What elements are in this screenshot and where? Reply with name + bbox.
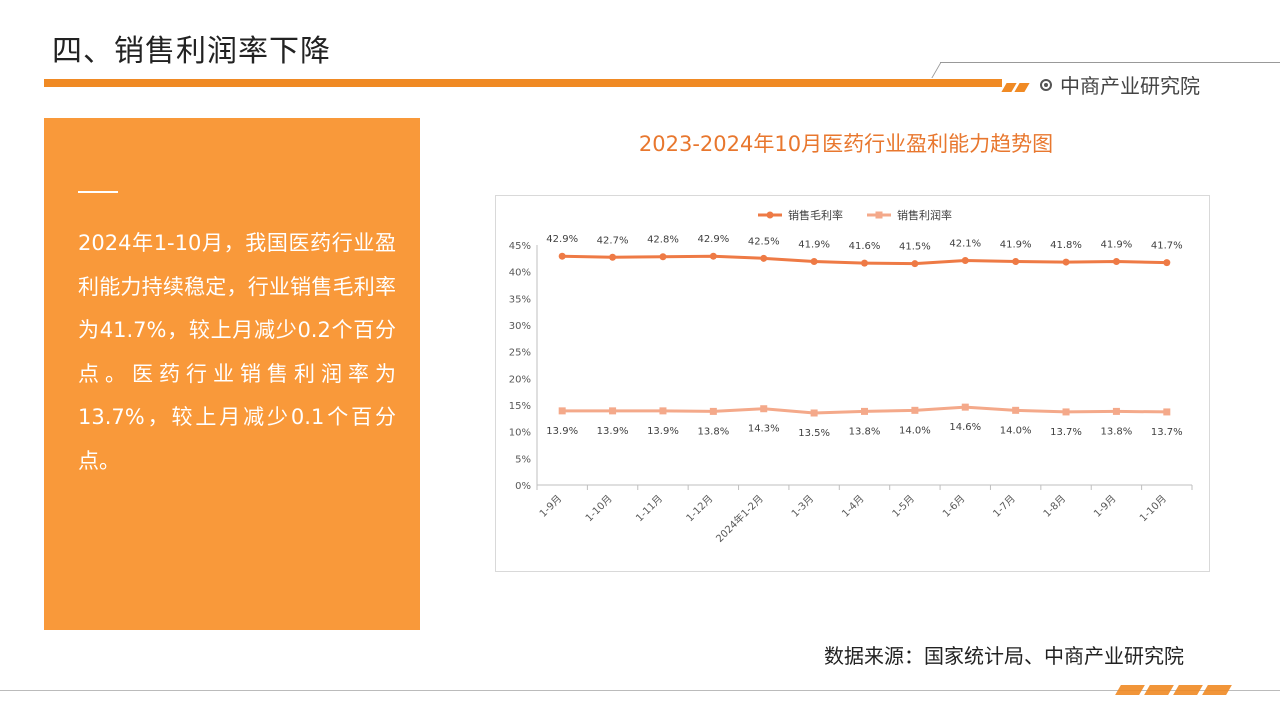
profit-margin-data-label: 13.8% <box>849 426 881 437</box>
profit-margin-point <box>861 407 868 415</box>
profit-margin-data-label: 13.8% <box>1101 426 1133 437</box>
y-tick-label: 25% <box>509 348 531 359</box>
profit-margin-point <box>1062 408 1070 416</box>
profit-margin-data-label: 13.9% <box>597 426 629 437</box>
gross-margin-point <box>1012 258 1020 266</box>
x-tick-label: 1-10月 <box>1137 493 1169 525</box>
x-tick-label: 1-12月 <box>684 493 716 525</box>
y-tick-label: 40% <box>509 268 531 279</box>
profit-margin-point <box>609 407 617 415</box>
chart-frame <box>495 195 1210 572</box>
gross-margin-data-label: 42.1% <box>949 238 981 249</box>
profit-margin-point <box>1112 407 1120 415</box>
profit-margin-data-label: 13.9% <box>546 426 578 437</box>
profit-margin-point <box>810 409 818 417</box>
profit-margin-point <box>659 407 667 415</box>
header-divider-slash <box>931 62 942 78</box>
profit-margin-point <box>1163 408 1171 416</box>
x-tick-label: 1-9月 <box>1091 493 1118 520</box>
gross-margin-data-label: 42.8% <box>647 235 679 246</box>
profit-margin-point <box>558 407 566 415</box>
profit-margin-point <box>1012 406 1020 414</box>
y-tick-label: 35% <box>509 294 531 305</box>
gross-margin-data-label: 42.9% <box>697 234 729 245</box>
gross-margin-point <box>609 253 617 261</box>
x-tick-label: 1-3月 <box>789 493 816 520</box>
brand-name: 中商产业研究院 <box>1060 74 1200 98</box>
x-tick-label: 1-6月 <box>940 493 967 520</box>
gross-margin-point <box>558 252 566 260</box>
gross-margin-data-label: 41.9% <box>1000 240 1032 251</box>
gross-margin-data-label: 41.9% <box>1101 240 1133 251</box>
legend-label: 销售毛利率 <box>788 208 843 222</box>
y-tick-label: 0% <box>515 481 531 492</box>
gross-margin-point <box>659 253 667 261</box>
gross-margin-data-label: 41.5% <box>899 242 931 253</box>
gross-margin-data-label: 41.6% <box>849 241 881 252</box>
profit-margin-data-label: 13.8% <box>697 426 729 437</box>
gross-margin-data-label: 41.8% <box>1050 240 1082 251</box>
legend-label: 销售利润率 <box>897 208 952 222</box>
footer-divider <box>0 690 1280 691</box>
gross-margin-point <box>1163 259 1171 267</box>
y-tick-label: 45% <box>509 241 531 252</box>
x-tick-label: 1-8月 <box>1041 493 1068 520</box>
line-chart: 0% 5% 10% 15% 20% 25% 30% 35% 40% 45% 1-9月 1-10月 1-1… <box>509 208 1193 545</box>
y-tick-label: 15% <box>509 401 531 412</box>
gross-margin-data-label: 41.9% <box>798 240 830 251</box>
profit-margin-data-label: 14.0% <box>899 425 931 436</box>
page-title: 四、销售利润率下降 <box>52 34 331 69</box>
gross-margin-point <box>709 252 717 260</box>
gross-margin-point <box>810 258 818 266</box>
profit-margin-data-label: 13.9% <box>647 426 679 437</box>
profit-margin-point <box>961 403 969 411</box>
header-divider <box>940 62 1280 63</box>
y-tick-label: 10% <box>509 428 531 439</box>
profit-margin-data-label: 14.6% <box>949 422 981 433</box>
gross-margin-point <box>760 254 768 262</box>
profit-margin-point <box>709 407 717 415</box>
profit-margin-data-label: 13.5% <box>798 428 830 439</box>
profit-margin-point <box>911 406 919 414</box>
legend-marker <box>766 211 774 219</box>
brand-target-icon <box>1040 78 1052 91</box>
header-stripes <box>1001 77 1030 96</box>
gross-margin-data-label: 42.9% <box>546 234 578 245</box>
footer-stripes <box>1115 680 1234 699</box>
x-tick-label: 1-11月 <box>633 493 665 525</box>
brand: 中商产业研究院 <box>1040 70 1200 99</box>
gross-margin-point <box>1062 258 1070 266</box>
gross-margin-data-label: 42.5% <box>748 236 780 247</box>
legend-marker <box>875 211 883 219</box>
x-tick-label: 1-7月 <box>991 493 1018 520</box>
x-tick-label: 2024年1-2月 <box>713 492 766 545</box>
gross-margin-point <box>961 256 969 264</box>
chart-title: 2023-2024年10月医药行业盈利能力趋势图 <box>638 132 1054 156</box>
summary-text: 2024年1-10月，我国医药行业盈利能力持续稳定，行业销售毛利率为41.7%，… <box>78 231 396 473</box>
x-tick-label: 1-9月 <box>537 493 564 520</box>
header-accent-bar <box>44 79 1002 87</box>
x-tick-label: 1-4月 <box>840 493 867 520</box>
gross-margin-data-label: 42.7% <box>597 235 629 246</box>
profit-margin-point <box>760 405 768 413</box>
profit-margin-data-label: 13.7% <box>1050 427 1082 438</box>
profit-margin-data-label: 14.0% <box>1000 425 1032 436</box>
panel-dash <box>78 191 118 193</box>
gross-margin-point <box>1112 258 1120 266</box>
gross-margin-point <box>911 260 919 268</box>
x-tick-label: 1-10月 <box>583 493 615 525</box>
profit-margin-data-label: 14.3% <box>748 424 780 435</box>
y-tick-label: 30% <box>509 321 531 332</box>
gross-margin-point <box>861 259 868 267</box>
profit-margin-data-label: 13.7% <box>1151 427 1183 438</box>
x-tick-label: 1-5月 <box>890 493 917 520</box>
summary-panel <box>44 118 420 630</box>
data-source: 数据来源：国家统计局、中商产业研究院 <box>824 644 1184 668</box>
gross-margin-data-label: 41.7% <box>1151 241 1183 252</box>
y-tick-label: 5% <box>515 454 531 465</box>
y-tick-label: 20% <box>509 374 531 385</box>
